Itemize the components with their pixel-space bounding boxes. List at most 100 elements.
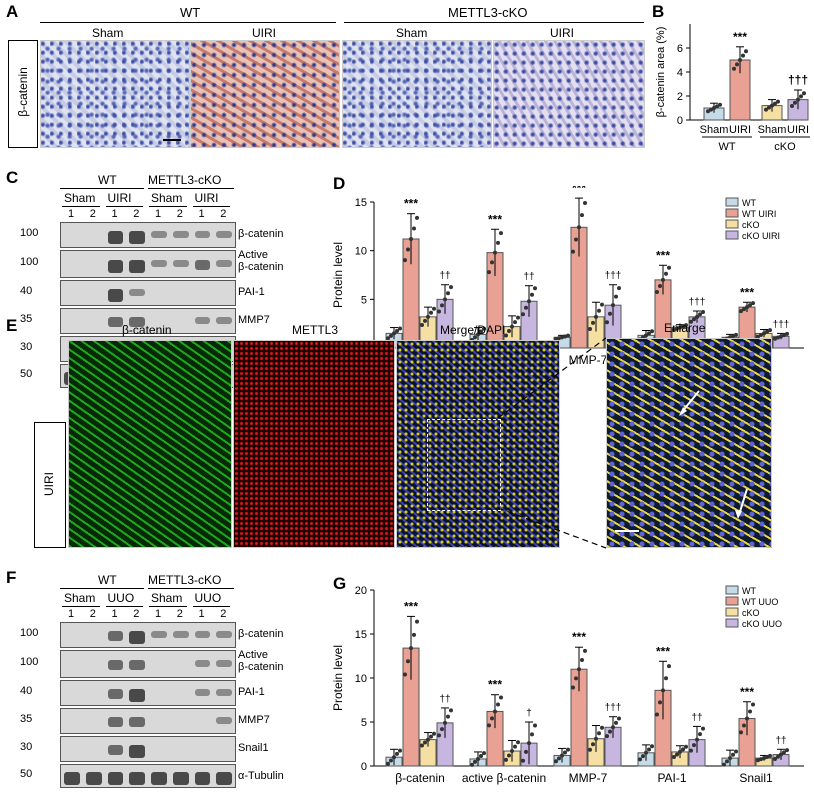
data-point — [689, 319, 693, 324]
data-point — [493, 709, 497, 714]
protein-band — [216, 689, 232, 696]
data-point — [675, 752, 679, 757]
data-point — [432, 306, 436, 311]
significance-label: †† — [775, 735, 786, 746]
blot-lane-label: 1 — [155, 208, 162, 220]
data-point — [591, 320, 595, 325]
protein-band — [194, 317, 211, 324]
data-point — [782, 750, 786, 755]
blot-condition-line — [62, 606, 100, 607]
y-tick-label: 5 — [361, 294, 367, 306]
protein-band — [172, 231, 189, 238]
data-point — [715, 104, 719, 109]
data-point — [712, 106, 716, 110]
data-point — [751, 702, 755, 707]
x-tick-label: active β-catenin — [462, 771, 546, 785]
data-point — [706, 109, 710, 114]
y-axis-label: Protein level — [331, 645, 345, 711]
data-point — [611, 303, 615, 308]
protein-band — [151, 772, 167, 785]
blot-lane-label: 2 — [176, 208, 183, 220]
data-point — [692, 743, 696, 748]
data-point — [409, 646, 413, 651]
protein-band — [172, 631, 189, 638]
data-point — [731, 334, 735, 339]
legend-label: cKO — [742, 608, 760, 618]
data-point — [617, 286, 621, 291]
protein-band — [129, 631, 145, 644]
data-point — [762, 756, 766, 761]
data-point — [530, 732, 534, 737]
data-point — [527, 299, 531, 304]
data-point — [776, 99, 780, 104]
blot-condition-line — [149, 206, 187, 207]
data-point — [392, 331, 396, 336]
protein-band — [107, 260, 124, 273]
data-point — [583, 200, 587, 205]
blot-mw-label: 100 — [20, 227, 39, 239]
data-point — [479, 329, 483, 334]
data-point — [588, 747, 592, 752]
protein-band — [216, 717, 232, 724]
protein-band — [151, 231, 167, 238]
data-point — [675, 326, 679, 331]
data-point — [732, 66, 736, 71]
panel-a-wt-line — [40, 22, 336, 23]
data-point — [574, 676, 578, 681]
blot-condition-label: UIRI — [194, 191, 219, 205]
panel-e-col-label: β-catenin — [122, 323, 172, 337]
legend-label: cKO UUO — [742, 619, 782, 629]
significance-label: ††† — [773, 319, 790, 330]
significance-label: ††† — [788, 73, 808, 87]
blot-mw-label: 40 — [20, 685, 33, 697]
data-point — [504, 333, 508, 338]
protein-band — [194, 772, 211, 785]
blot-condition-line — [105, 206, 143, 207]
data-point — [600, 302, 604, 307]
protein-band — [216, 631, 232, 638]
blot-condition-line — [192, 206, 230, 207]
data-point — [779, 334, 783, 339]
data-point — [524, 305, 528, 310]
y-tick-label: 10 — [355, 246, 367, 258]
group-label: WT — [718, 141, 735, 153]
protein-band — [194, 631, 211, 638]
legend-label: WT — [742, 586, 756, 596]
data-point — [802, 91, 806, 96]
data-point — [768, 753, 772, 758]
data-point — [415, 215, 419, 220]
legend-label: WT UIRI — [742, 209, 776, 219]
data-point — [605, 320, 609, 325]
data-point — [386, 336, 390, 341]
data-point — [490, 260, 494, 265]
blot-lane-label: 1 — [68, 608, 75, 620]
data-point — [742, 723, 746, 728]
blot-strip — [60, 308, 236, 334]
data-point — [389, 333, 393, 338]
panel-e-col-label: Merge/DAPI — [440, 323, 506, 337]
blot-mw-label: 50 — [20, 368, 33, 380]
protein-band — [216, 231, 232, 238]
data-point — [482, 751, 486, 756]
data-point — [594, 736, 598, 741]
significance-label: † — [526, 708, 532, 719]
x-tick-label: β-catenin — [395, 771, 445, 785]
data-point — [566, 747, 570, 752]
blot-strip — [60, 736, 236, 762]
significance-label: †† — [439, 271, 450, 282]
blot-group-line — [60, 188, 144, 189]
data-point — [398, 326, 402, 331]
zoom-region-box — [427, 419, 501, 511]
blot-group-label: WT — [98, 173, 117, 187]
legend-label: WT UUO — [742, 597, 778, 607]
blot-protein-label: β-catenin — [238, 661, 284, 673]
blot-mw-label: 100 — [20, 256, 39, 268]
protein-band — [107, 772, 124, 785]
panel-e-row-label: UIRI — [42, 472, 56, 496]
blot-protein-label: β-catenin — [238, 228, 284, 240]
x-tick-label: UIRI — [787, 124, 809, 136]
significance-label: ††† — [689, 297, 706, 308]
panel-a-col-label: Sham — [396, 26, 428, 40]
ihc-cko-sham-image — [342, 40, 492, 148]
